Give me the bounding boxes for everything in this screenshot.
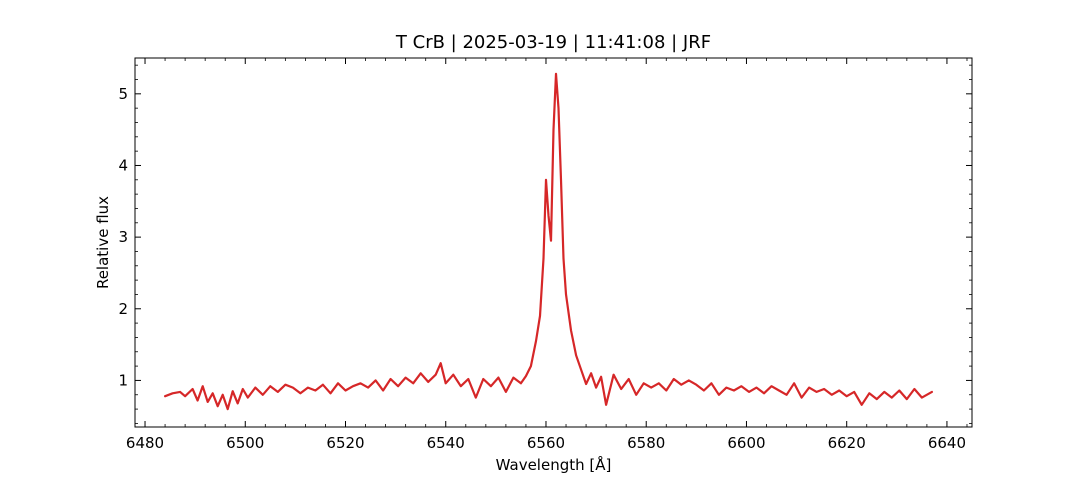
y-axis-ticks: 1 2 3 4 5: [118, 64, 972, 424]
x-tick-label: 6480: [126, 434, 164, 452]
x-tick-label: 6560: [527, 434, 565, 452]
chart-title: T CrB | 2025-03-19 | 11:41:08 | JRF: [395, 32, 711, 53]
x-axis-ticks: 6480 6500 6520 6540 6560 6580 6600 6620 6640: [126, 58, 968, 452]
x-tick-label: 6520: [326, 434, 364, 452]
x-tick: 6480: [126, 58, 164, 452]
y-tick: 4: [118, 156, 972, 174]
x-tick: 6640: [928, 58, 966, 452]
x-tick: 6600: [727, 58, 766, 452]
y-axis-label: Relative flux: [94, 196, 112, 289]
plot-frame: [134, 57, 973, 428]
x-tick: 6540: [427, 58, 465, 452]
x-tick: 6520: [326, 58, 365, 452]
y-tick: 2: [118, 300, 972, 318]
x-tick: 6500: [226, 58, 264, 452]
x-tick-label: 6600: [727, 434, 765, 452]
y-tick-label: 2: [118, 300, 128, 318]
x-tick-label: 6620: [828, 434, 866, 452]
x-tick-label: 6500: [226, 434, 264, 452]
y-tick-label: 3: [118, 228, 128, 246]
y-tick-label: 4: [118, 156, 128, 174]
x-tick-label: 6640: [928, 434, 966, 452]
x-tick: 6580: [627, 58, 665, 452]
series-layer: [164, 72, 934, 411]
x-tick: 6620: [828, 58, 866, 452]
y-tick: 5: [118, 85, 972, 103]
y-tick-label: 5: [118, 85, 128, 103]
x-tick-label: 6540: [427, 434, 465, 452]
x-axis-label: Wavelength [Å]: [496, 455, 612, 474]
y-tick: 3: [118, 228, 972, 246]
y-tick: 1: [118, 371, 972, 389]
x-tick-label: 6580: [627, 434, 665, 452]
y-tick-label: 1: [118, 371, 128, 389]
x-tick: 6560: [527, 58, 565, 452]
spectrum-line: [164, 72, 934, 411]
